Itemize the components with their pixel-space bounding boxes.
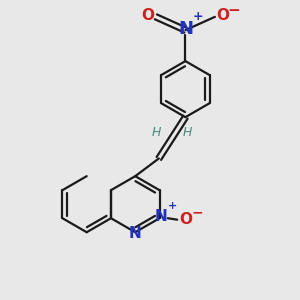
Text: +: + bbox=[193, 11, 203, 23]
Text: N: N bbox=[129, 226, 142, 241]
Text: H: H bbox=[152, 126, 161, 139]
Text: O: O bbox=[141, 8, 154, 23]
Text: −: − bbox=[228, 3, 241, 18]
Text: N: N bbox=[154, 209, 167, 224]
Text: O: O bbox=[180, 212, 193, 227]
Text: N: N bbox=[178, 20, 194, 38]
Text: H: H bbox=[183, 126, 192, 139]
Text: +: + bbox=[168, 201, 177, 212]
Text: O: O bbox=[217, 8, 230, 23]
Text: −: − bbox=[191, 205, 203, 219]
